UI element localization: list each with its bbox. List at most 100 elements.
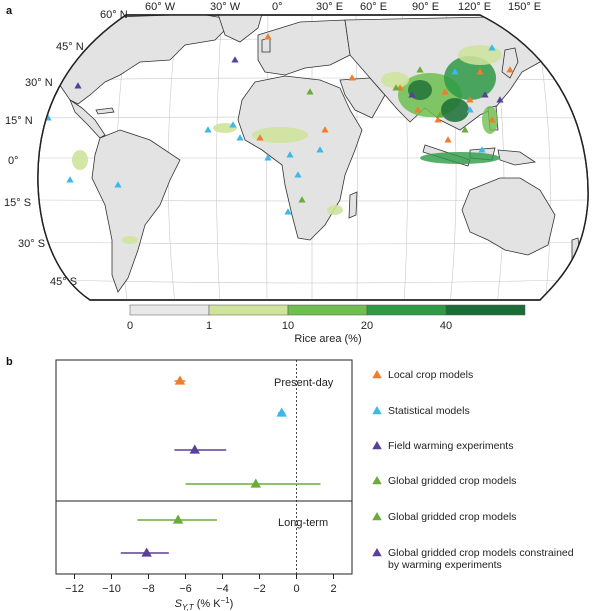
lon-label: 30° E: [316, 1, 343, 13]
lat-label: 45° S: [50, 276, 77, 288]
europe: [257, 19, 351, 76]
panel-b-letter: b: [6, 356, 13, 368]
x-label-symbol: S: [175, 598, 183, 610]
site-marker: [414, 106, 422, 113]
site-marker: [436, 111, 444, 118]
site-marker: [284, 208, 292, 215]
legend-entry: Global gridded crop models constrainedby…: [372, 547, 574, 571]
lon-label: 60° E: [360, 1, 387, 13]
site-marker: [392, 84, 400, 91]
site-marker: [348, 74, 356, 81]
africa: [237, 75, 363, 241]
colorbar-tick: 20: [361, 320, 373, 332]
site-marker: [264, 33, 272, 40]
legend-marker: [372, 370, 382, 379]
lon-label: 90° E: [412, 1, 439, 13]
panel-a-letter: a: [6, 5, 13, 17]
forest-plot: Present-day Long-term −12 −10 −8 −6 −4 −2 0 2 S…: [55, 359, 353, 611]
colorbar-title: Rice area (%): [294, 333, 361, 345]
series-estimate: [276, 407, 287, 417]
site-marker: [74, 82, 82, 89]
legend-entry: Local crop models: [372, 369, 473, 381]
lat-label: 30° S: [18, 238, 45, 250]
colorbar-tick: 10: [282, 320, 294, 332]
colorbar-bin: [287, 304, 368, 316]
series-estimate: [174, 444, 227, 454]
site-marker: [466, 106, 474, 113]
central-america: [69, 98, 106, 139]
site-marker: [478, 146, 486, 153]
site-marker: [231, 56, 239, 63]
x-tick-label: 0: [293, 583, 299, 595]
section-label-present: Present-day: [274, 377, 334, 389]
site-marker: [236, 134, 244, 141]
site-marker: [461, 126, 469, 133]
site-marker: [294, 171, 302, 178]
x-tick-label: −8: [142, 583, 155, 595]
site-marker: [506, 66, 514, 73]
colorbar: 0 1 10 20 40 Rice area (%): [127, 304, 526, 345]
x-tick-label: −6: [179, 583, 192, 595]
lon-label: 0°: [272, 1, 283, 13]
legend-label: Global gridded crop models: [388, 475, 516, 487]
site-marker: [488, 116, 496, 123]
site-marker: [434, 116, 442, 123]
site-marker: [66, 176, 74, 183]
legend-entry: Statistical models: [372, 405, 470, 417]
study-sites: [44, 33, 514, 215]
x-label-subscript: Y,T: [182, 603, 195, 611]
longitude-labels: 60° W 30° W 0° 30° E 60° E 90° E 120° E …: [145, 1, 541, 13]
greenland: [217, 15, 263, 43]
legend-marker: [372, 548, 382, 557]
x-label-units: (% K: [197, 598, 222, 610]
series-estimate: [185, 478, 321, 488]
x-tick-label: −2: [253, 583, 266, 595]
site-marker: [416, 66, 424, 73]
colorbar-tick: 0: [127, 320, 133, 332]
x-label-exponent: −1: [221, 596, 231, 605]
site-marker: [451, 68, 459, 75]
site-marker: [229, 121, 237, 128]
series-estimate: [174, 375, 186, 385]
site-marker: [441, 88, 449, 95]
lon-label: 150° E: [508, 1, 541, 13]
legend: Local crop models Statistical models Field…: [372, 369, 574, 571]
legend-label: Global gridded crop models constrained: [388, 547, 574, 559]
x-axis: −12 −10 −8 −6 −4 −2 0 2: [65, 574, 337, 595]
legend-label: Local crop models: [388, 369, 473, 381]
site-marker: [298, 196, 306, 203]
site-marker: [408, 91, 416, 98]
latitude-labels: 60° N 45° N 30° N 15° N 0° 15° S 30° S 4…: [4, 9, 128, 288]
estimate-marker: [172, 514, 184, 524]
legend-marker: [372, 441, 382, 450]
lat-label: 15° N: [5, 115, 33, 127]
legend-marker: [372, 512, 382, 521]
estimate-marker: [141, 547, 152, 557]
estimate-marker: [250, 478, 262, 488]
lat-label: 45° N: [56, 41, 84, 53]
colorbar-bin: [366, 304, 447, 316]
lon-label: 30° W: [210, 1, 241, 13]
legend-entry: Global gridded crop models: [372, 475, 516, 487]
colorbar-tick: 40: [440, 320, 452, 332]
colorbar-bin: [445, 304, 526, 316]
world-map: [37, 14, 589, 301]
series-markers: [120, 375, 321, 557]
site-marker: [114, 181, 122, 188]
lat-label: 15° S: [4, 197, 31, 209]
colorbar-tick: 1: [206, 320, 212, 332]
site-marker: [481, 91, 489, 98]
site-marker: [496, 96, 504, 103]
lon-label: 120° E: [458, 1, 491, 13]
plot-frame: [55, 359, 353, 575]
series-estimate: [120, 547, 169, 557]
site-marker: [476, 68, 484, 75]
site-marker: [316, 146, 324, 153]
legend-label: Field warming experiments: [388, 440, 513, 452]
estimate-marker: [174, 375, 186, 385]
legend-label: by warming experiments: [388, 559, 502, 571]
legend-marker: [372, 406, 382, 415]
legend-entry: Global gridded crop models: [372, 511, 516, 523]
south-america: [91, 129, 181, 293]
